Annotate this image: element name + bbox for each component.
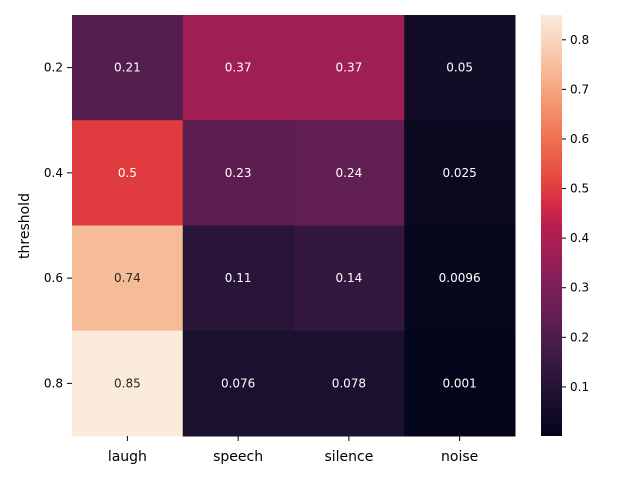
heatmap-cell [182,330,294,437]
cell-annotation: 0.85 [114,376,141,390]
heatmap-cell [293,330,405,437]
cell-annotation: 0.11 [225,271,252,285]
y-tick-label: 0.8 [44,376,63,390]
cell-annotations: 0.21 0.37 0.37 0.05 0.5 0.23 0.24 0.025 0.74 0.11… [114,61,481,391]
heatmap-cell [72,120,184,226]
cell-annotation: 0.74 [114,271,141,285]
cell-annotation: 0.025 [442,166,476,180]
colorbar-tick-label: 0.6 [570,132,589,146]
y-tick-label: 0.2 [44,61,63,75]
heatmap-cell [293,120,405,226]
colorbar: 0.1 0.2 0.3 0.4 0.5 0.6 0.7 0.8 [541,15,589,436]
colorbar-tick-label: 0.2 [570,330,589,344]
cell-annotation: 0.24 [336,166,363,180]
y-axis: 0.2 0.4 0.6 0.8 [44,61,72,390]
x-tick-label: noise [441,449,478,465]
colorbar-tick-label: 0.3 [570,281,589,295]
cell-annotation: 0.23 [225,166,252,180]
y-tick-label: 0.4 [44,166,63,180]
cell-annotation: 0.37 [336,61,363,75]
heatmap-cell [404,330,516,437]
heatmap-cell [182,15,294,121]
y-tick-label: 0.6 [44,271,63,285]
cell-annotation: 0.14 [336,271,363,285]
cell-annotation: 0.001 [442,376,476,390]
heatmap-cell [72,15,184,121]
cell-annotation: 0.05 [446,61,473,75]
colorbar-gradient [541,15,562,436]
cell-annotation: 0.076 [221,376,255,390]
heatmap-cells [72,15,516,437]
heatmap-cell [182,225,294,332]
heatmap-cell [182,120,294,226]
heatmap-cell [404,15,516,121]
colorbar-tick-label: 0.4 [570,231,589,245]
heatmap-cell [72,225,184,332]
x-tick-label: silence [324,449,373,465]
colorbar-tick-label: 0.1 [570,380,589,394]
cell-annotation: 0.5 [118,166,137,180]
colorbar-tick-label: 0.7 [570,82,589,96]
heatmap-cell [404,225,516,332]
colorbar-tick-label: 0.8 [570,33,589,47]
heatmap-cell [293,15,405,121]
colorbar-tick-label: 0.5 [570,182,589,196]
cell-annotation: 0.0096 [439,271,481,285]
x-tick-label: laugh [108,449,147,465]
heatmap-cell [293,225,405,332]
x-axis: laugh speech silence noise [108,436,478,465]
y-axis-label: threshold [17,193,33,259]
cell-annotation: 0.078 [332,376,366,390]
heatmap-cell [72,330,184,437]
x-tick-label: speech [213,449,263,465]
cell-annotation: 0.37 [225,61,252,75]
heatmap-cell [404,120,516,226]
cell-annotation: 0.21 [114,61,141,75]
